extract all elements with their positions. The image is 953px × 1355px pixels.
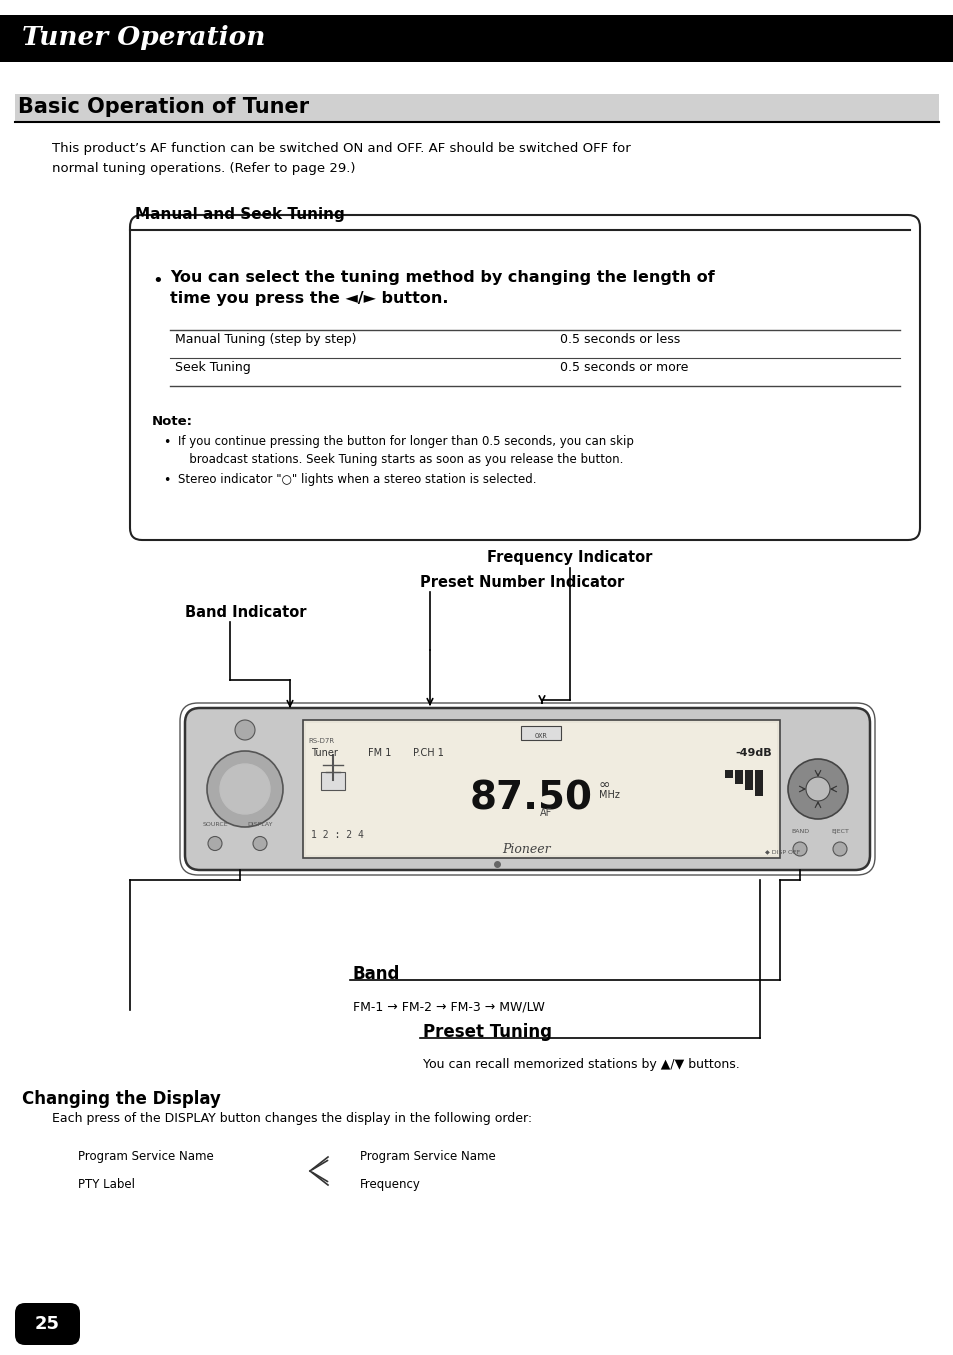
Text: DISPLAY: DISPLAY [247,822,273,827]
FancyBboxPatch shape [320,772,345,790]
Text: •: • [152,272,163,290]
Text: Frequency Indicator: Frequency Indicator [487,550,652,565]
Text: Basic Operation of Tuner: Basic Operation of Tuner [18,98,309,117]
Text: Manual and Seek Tuning: Manual and Seek Tuning [135,207,344,222]
Circle shape [792,841,806,856]
Text: P.CH 1: P.CH 1 [413,748,443,757]
FancyBboxPatch shape [130,215,919,541]
Text: Stereo indicator "○" lights when a stereo station is selected.: Stereo indicator "○" lights when a stere… [178,473,536,486]
FancyBboxPatch shape [724,770,732,778]
FancyBboxPatch shape [734,770,742,785]
Text: 0.5 seconds or less: 0.5 seconds or less [559,333,679,346]
Circle shape [253,836,267,851]
Text: 1 2 : 2 4: 1 2 : 2 4 [311,831,363,840]
Text: BAND: BAND [790,829,808,833]
Text: 25: 25 [34,1314,59,1333]
Text: EJECT: EJECT [830,829,848,833]
FancyBboxPatch shape [754,770,762,795]
Text: FM-1 → FM-2 → FM-3 → MW/LW: FM-1 → FM-2 → FM-3 → MW/LW [353,1000,544,1014]
Text: Program Service Name: Program Service Name [359,1150,496,1163]
Text: Tuner Operation: Tuner Operation [22,26,265,50]
Text: Preset Tuning: Preset Tuning [422,1023,552,1041]
Text: Pioneer: Pioneer [502,843,551,856]
Circle shape [220,764,270,814]
Text: You can recall memorized stations by ▲/▼ buttons.: You can recall memorized stations by ▲/▼… [422,1058,739,1070]
Text: Note:: Note: [152,415,193,428]
Text: MHz: MHz [598,790,619,799]
Text: Preset Number Indicator: Preset Number Indicator [419,575,623,589]
Circle shape [234,720,254,740]
Text: AF: AF [539,808,552,818]
Circle shape [787,759,847,818]
Text: FM 1: FM 1 [368,748,391,757]
FancyBboxPatch shape [15,93,938,122]
Text: SOURCE: SOURCE [202,822,228,827]
Text: Band Indicator: Band Indicator [185,604,306,621]
Text: If you continue pressing the button for longer than 0.5 seconds, you can skip
  : If you continue pressing the button for … [178,435,633,466]
Text: RS-D7R: RS-D7R [308,738,334,744]
Circle shape [207,751,283,827]
Text: Seek Tuning: Seek Tuning [174,360,251,374]
FancyBboxPatch shape [744,770,752,790]
FancyBboxPatch shape [15,1304,80,1346]
Text: Changing the Display: Changing the Display [22,1089,221,1108]
Text: This product’s AF function can be switched ON and OFF. AF should be switched OFF: This product’s AF function can be switch… [52,142,630,175]
Circle shape [832,841,846,856]
Text: Program Service Name: Program Service Name [78,1150,213,1163]
FancyBboxPatch shape [303,720,780,858]
Text: •: • [163,436,171,449]
Text: •: • [163,474,171,486]
FancyBboxPatch shape [520,726,560,740]
FancyBboxPatch shape [185,709,869,870]
Text: -49dB: -49dB [735,748,771,757]
Text: You can select the tuning method by changing the length of
time you press the ◄/: You can select the tuning method by chan… [170,270,714,306]
Text: ◆ DISP OFF: ◆ DISP OFF [764,850,800,854]
Text: 87.50: 87.50 [469,780,592,818]
FancyBboxPatch shape [306,724,776,855]
Circle shape [805,776,829,801]
Text: Manual Tuning (step by step): Manual Tuning (step by step) [174,333,356,346]
Circle shape [208,836,222,851]
Text: Band: Band [353,965,400,982]
Text: Tuner: Tuner [311,748,337,757]
Text: OXR: OXR [534,733,547,738]
Text: 0.5 seconds or more: 0.5 seconds or more [559,360,688,374]
FancyBboxPatch shape [0,15,953,62]
Text: Each press of the DISPLAY button changes the display in the following order:: Each press of the DISPLAY button changes… [52,1112,532,1125]
Text: PTY Label: PTY Label [78,1177,135,1191]
Text: ∞: ∞ [598,778,610,793]
Text: Frequency: Frequency [359,1177,420,1191]
